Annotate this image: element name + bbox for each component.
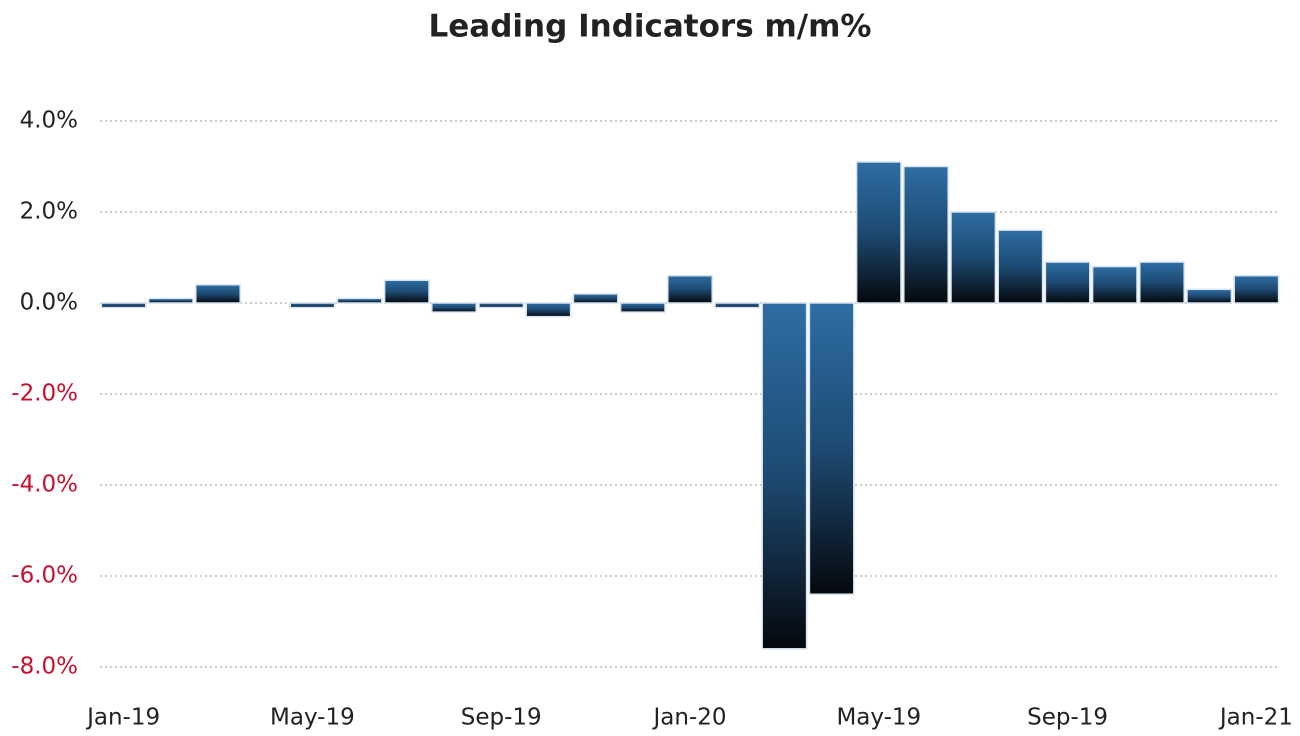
bar bbox=[383, 279, 430, 304]
bar bbox=[667, 274, 713, 304]
y-tick-label: -6.0% bbox=[11, 563, 78, 589]
bar bbox=[1233, 274, 1280, 304]
bar bbox=[997, 229, 1044, 304]
bar bbox=[100, 302, 147, 309]
bar bbox=[147, 297, 194, 304]
x-tick-label: May-19 bbox=[836, 705, 921, 731]
bar bbox=[289, 302, 336, 309]
bar bbox=[1044, 261, 1091, 304]
bar bbox=[431, 302, 477, 313]
y-tick-label: 4.0% bbox=[20, 108, 78, 134]
bar bbox=[1139, 261, 1185, 304]
bar bbox=[619, 302, 666, 313]
x-tick-label: May-19 bbox=[270, 705, 355, 731]
bar bbox=[714, 302, 761, 309]
bar bbox=[525, 302, 572, 318]
bar bbox=[855, 161, 902, 304]
bar bbox=[572, 293, 619, 304]
bar bbox=[1091, 265, 1138, 304]
x-tick-label: Sep-19 bbox=[1027, 705, 1108, 731]
chart-title: Leading Indicators m/m% bbox=[429, 9, 872, 45]
bar bbox=[336, 297, 383, 304]
x-tick-label: Sep-19 bbox=[461, 705, 542, 731]
bar bbox=[478, 302, 525, 309]
x-tick-label: Jan-20 bbox=[651, 705, 726, 731]
bar bbox=[903, 165, 949, 304]
bar bbox=[195, 284, 241, 304]
bar bbox=[808, 302, 855, 595]
y-tick-label: -2.0% bbox=[11, 381, 78, 407]
y-tick-label: -4.0% bbox=[11, 472, 78, 498]
x-tick-label: Jan-19 bbox=[85, 705, 160, 731]
x-tick-label: Jan-21 bbox=[1218, 705, 1293, 731]
y-tick-label: 0.0% bbox=[20, 290, 78, 316]
y-tick-label: -8.0% bbox=[11, 654, 78, 680]
bar bbox=[1186, 288, 1233, 304]
y-tick-label: 2.0% bbox=[20, 199, 78, 225]
bar bbox=[950, 211, 997, 304]
bar bbox=[761, 302, 808, 650]
